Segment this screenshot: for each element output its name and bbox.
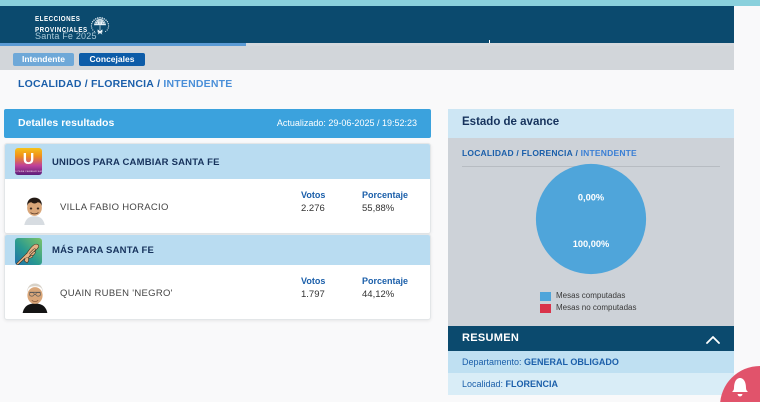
svg-text:0,00%: 0,00% bbox=[578, 192, 604, 202]
svg-text:100,00%: 100,00% bbox=[573, 239, 610, 249]
